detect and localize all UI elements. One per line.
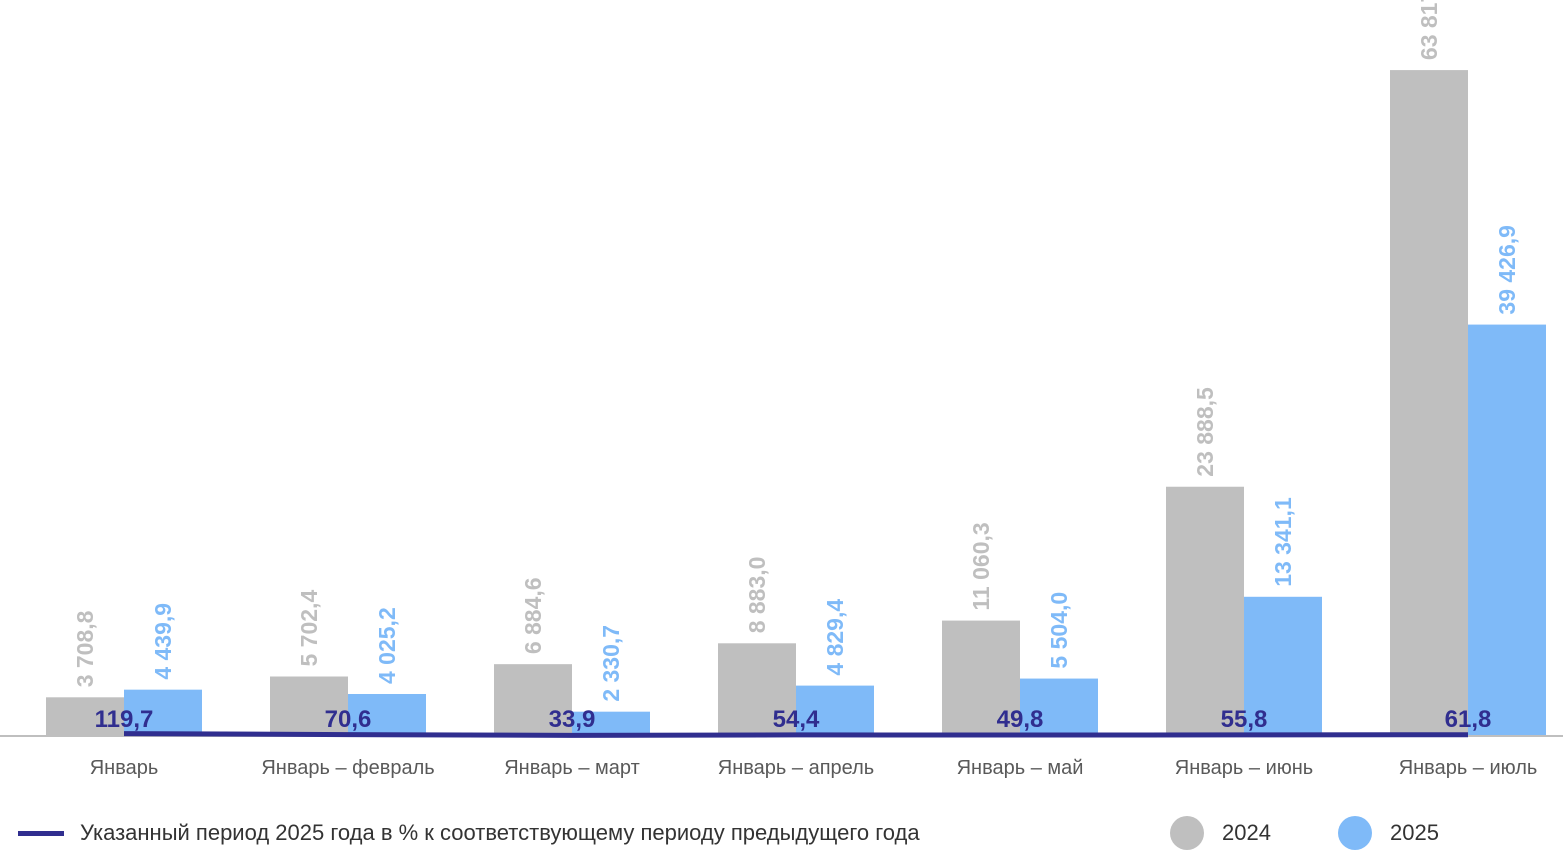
bar-2025 xyxy=(348,693,426,736)
bar-2025 xyxy=(1244,596,1322,736)
percent-label: 55,8 xyxy=(1221,706,1268,733)
data-label-2025: 13 341,1 xyxy=(1270,497,1296,587)
legend-line-label: Указанный период 2025 года в % к соответ… xyxy=(80,820,920,845)
data-label-2024: 11 060,3 xyxy=(968,522,994,610)
data-label-2024: 6 884,6 xyxy=(520,577,546,654)
x-tick-label: Январь – март xyxy=(504,757,640,779)
percent-line xyxy=(123,731,1469,738)
bar-2024 xyxy=(270,676,348,736)
bar-2024 xyxy=(1390,70,1468,737)
bar-chart: 3 708,8 4 439,9 Январь 5 702,4 4 025,2 Январь… xyxy=(0,0,1563,779)
x-tick-label: Январь – июнь xyxy=(1175,757,1313,779)
percent-label: 33,9 xyxy=(549,706,596,733)
bar-2025 xyxy=(1468,324,1546,736)
bar-2025 xyxy=(796,685,874,736)
data-label-2025: 2 330,7 xyxy=(598,625,624,702)
bar-2024 xyxy=(494,664,572,736)
data-label-2024: 8 883,0 xyxy=(744,557,770,634)
bar-2024 xyxy=(718,643,796,736)
percent-label: 49,8 xyxy=(997,706,1044,733)
data-label-2024: 23 888,5 xyxy=(1192,387,1218,477)
data-label-2025: 5 504,0 xyxy=(1046,592,1072,669)
bar-2024 xyxy=(46,697,124,736)
percent-label: 61,8 xyxy=(1445,706,1492,733)
bar-2025 xyxy=(124,689,202,736)
bar-2024 xyxy=(1166,486,1244,736)
bar-2024 xyxy=(942,620,1020,736)
x-tick-label: Январь – май xyxy=(957,757,1084,779)
legend-line-swatch xyxy=(18,831,64,836)
x-tick-label: Январь xyxy=(90,757,159,779)
chart-legend: Указанный период 2025 года в % к соответ… xyxy=(0,814,1563,854)
percent-label: 70,6 xyxy=(325,706,372,733)
x-tick-label: Январь – апрель xyxy=(718,757,874,779)
data-label-2025: 39 426,9 xyxy=(1494,225,1520,315)
percent-label: 54,4 xyxy=(773,706,820,733)
legend-label-2024: 2024 xyxy=(1222,820,1271,845)
data-label-2025: 4 829,4 xyxy=(822,599,848,676)
legend-swatch-2025 xyxy=(1338,816,1372,850)
x-tick-label: Январь – февраль xyxy=(261,757,434,779)
x-tick-label: Январь – июль xyxy=(1399,757,1538,779)
legend-swatch-2024 xyxy=(1170,816,1204,850)
percent-label: 119,7 xyxy=(95,706,154,733)
data-label-2025: 4 439,9 xyxy=(150,603,176,680)
data-label-2024: 63 817,6 xyxy=(1416,0,1442,60)
data-label-2024: 5 702,4 xyxy=(296,590,322,667)
bar-2025 xyxy=(1020,678,1098,736)
legend-label-2025: 2025 xyxy=(1390,820,1439,845)
bar-2025 xyxy=(572,711,650,736)
data-label-2025: 4 025,2 xyxy=(374,607,400,684)
data-label-2024: 3 708,8 xyxy=(72,610,98,687)
